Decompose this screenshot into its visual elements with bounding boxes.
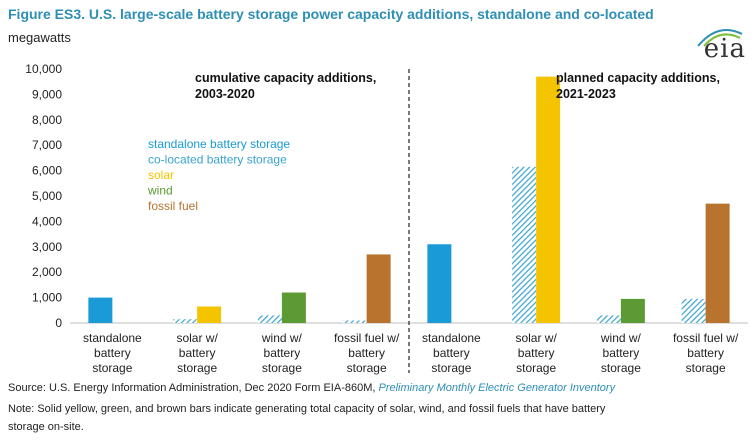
x-tick-label-line: storage	[347, 361, 387, 375]
x-tick-label-line: storage	[92, 361, 132, 375]
logo-arc-icon	[697, 29, 743, 47]
bar-colocated	[596, 315, 621, 323]
x-tick-label-line: battery	[603, 346, 640, 360]
note-line-2: storage on-site.	[8, 421, 84, 433]
x-tick-label: wind w/battery storage	[261, 331, 303, 375]
x-tick-label-line: battery	[179, 346, 216, 360]
legend-item-standalone: standalone battery storage	[148, 137, 290, 151]
x-tick-label-line: wind w/	[600, 331, 642, 345]
y-tick-label: 8,000	[32, 113, 62, 127]
y-tick-label: 3,000	[32, 240, 62, 254]
legend-item-fossil: fossil fuel	[148, 199, 198, 213]
x-tick-label-line: storage	[601, 361, 641, 375]
bar-colocated	[681, 298, 706, 323]
bar-chart: 0 1,000 2,000 3,000 4,000 5,000 6,000 7,000 8,00…	[25, 62, 748, 375]
annotation-line: cumulative capacity additions,	[195, 71, 376, 85]
bar-wind	[620, 298, 645, 323]
x-tick-label-line: battery	[348, 346, 385, 360]
annotation-line: 2021-2023	[556, 87, 616, 101]
x-tick-label-line: storage	[177, 361, 217, 375]
y-tick-label: 6,000	[32, 164, 62, 178]
y-tick-label: 5,000	[32, 189, 62, 203]
x-tick-label: fossil fuel w/battery storage	[673, 331, 739, 375]
eia-logo: eia	[690, 24, 746, 64]
source-prefix: Source: U.S. Energy Information Administ…	[8, 382, 379, 394]
legend-item-wind: wind	[147, 184, 173, 198]
y-tick-label: 9,000	[32, 87, 62, 101]
note-line-1: Note: Solid yellow, green, and brown bar…	[8, 403, 606, 415]
x-tick-label-line: storage	[262, 361, 302, 375]
bar-wind	[281, 292, 306, 323]
bar-fossil	[705, 203, 730, 323]
x-tick-label-line: battery	[433, 346, 470, 360]
annotation-line: planned capacity additions,	[556, 71, 720, 85]
y-tick-label: 1,000	[32, 291, 62, 305]
bar-colocated	[173, 319, 198, 323]
y-tick-label: 2,000	[32, 265, 62, 279]
y-tick-label: 7,000	[32, 138, 62, 152]
legend-item-colocated: co-located battery storage	[148, 153, 287, 167]
y-tick-label: 0	[55, 316, 62, 330]
x-tick-label-line: battery	[518, 346, 555, 360]
bar-standalone	[427, 244, 452, 323]
x-tick-label-line: battery	[264, 346, 301, 360]
y-tick-label: 4,000	[32, 214, 62, 228]
bar-solar	[536, 76, 561, 324]
x-tick-label-line: fossil fuel w/	[673, 331, 739, 345]
annotation-cumulative: cumulative capacity additions, 2003-2020	[195, 71, 376, 101]
bar-solar	[197, 306, 222, 323]
annotation-planned: planned capacity additions, 2021-2023	[556, 71, 720, 101]
x-tick-label-line: wind w/	[261, 331, 303, 345]
x-tick-label-line: storage	[431, 361, 471, 375]
x-tick-label-line: fossil fuel w/	[334, 331, 400, 345]
bar-standalone	[88, 297, 113, 323]
x-tick-label-line: standalone	[83, 331, 142, 345]
bar-colocated	[257, 315, 282, 323]
x-tick-label-line: storage	[686, 361, 726, 375]
source-link[interactable]: Preliminary Monthly Electric Generator I…	[378, 382, 616, 394]
logo-text: eia	[703, 34, 746, 64]
bar-colocated	[342, 320, 367, 323]
x-tick-label-line: solar w/	[515, 331, 557, 345]
bar-fossil	[366, 254, 391, 323]
y-tick-label: 10,000	[25, 62, 62, 76]
x-tick-label-line: battery	[687, 346, 724, 360]
x-tick-label-line: solar w/	[176, 331, 218, 345]
x-tick-label-line: storage	[516, 361, 556, 375]
x-tick-label-line: battery	[94, 346, 131, 360]
x-tick-label: standalone battery storage	[422, 331, 481, 375]
x-tick-label: fossil fuel w/battery storage	[334, 331, 400, 375]
x-tick-label: solar w/battery storage	[176, 331, 218, 375]
source-note: Source: U.S. Energy Information Administ…	[8, 382, 615, 394]
x-tick-label: standalone battery storage	[83, 331, 142, 375]
x-tick-label-line: standalone	[422, 331, 481, 345]
x-tick-label: solar w/battery storage	[515, 331, 557, 375]
legend-item-solar: solar	[148, 168, 174, 182]
x-tick-label: wind w/battery storage	[600, 331, 642, 375]
bar-colocated	[512, 166, 537, 323]
unit-label: megawatts	[8, 30, 71, 45]
figure-title: Figure ES3. U.S. large-scale battery sto…	[8, 6, 654, 22]
annotation-line: 2003-2020	[195, 87, 255, 101]
